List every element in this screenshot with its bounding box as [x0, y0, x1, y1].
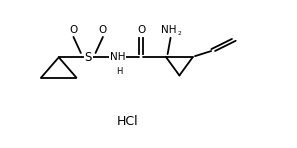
Text: O: O	[69, 25, 78, 35]
Text: $_2$: $_2$	[177, 29, 183, 38]
Text: S: S	[85, 51, 92, 64]
Text: HCl: HCl	[117, 115, 139, 128]
Text: NH: NH	[110, 52, 125, 62]
Text: NH: NH	[161, 25, 177, 35]
Text: O: O	[99, 25, 107, 35]
Text: O: O	[137, 25, 145, 35]
Text: H: H	[116, 67, 122, 76]
